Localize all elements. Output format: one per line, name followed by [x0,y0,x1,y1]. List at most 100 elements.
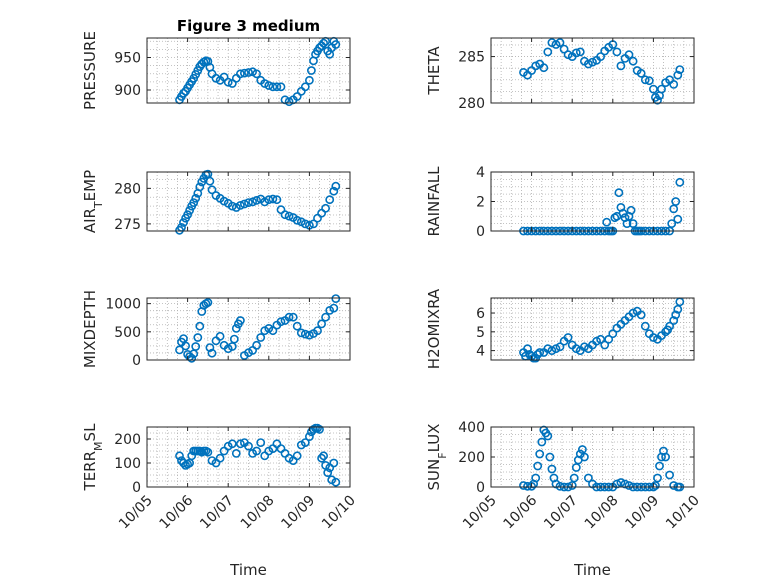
x-tick-label: 10/05 [116,493,156,533]
data-point [608,329,618,339]
data-point [252,446,261,456]
data-point [244,68,253,77]
data-point [296,328,306,338]
data-point [653,473,662,483]
data-point [559,44,569,54]
y-tick-label: 285 [458,50,485,66]
data-point [276,317,286,327]
data-point [207,348,217,358]
x-tick-label: 10/08 [238,493,278,533]
data-point [644,76,654,86]
x-tick-label: 10/09 [278,493,318,533]
data-point [596,52,605,61]
data-point [276,444,286,453]
data-point [671,310,681,320]
data-point [675,297,685,307]
data-point [555,38,565,47]
data-point [183,210,192,220]
data-point [235,200,245,210]
data-point [614,188,624,198]
data-point [219,72,229,82]
axes-box [490,297,695,361]
data-point [575,47,585,57]
data-point [231,448,241,458]
data-point [292,215,302,225]
axes-box [490,37,695,104]
y-tick-label: 280 [458,96,485,112]
y-tick-label: 200 [114,432,141,448]
data-point [231,323,241,333]
data-point [319,451,328,461]
data-point [211,336,221,346]
axes-box [146,297,351,361]
data-point [284,312,294,322]
data-point [317,453,326,463]
axes-box [146,37,351,104]
data-point [191,193,201,203]
data-point [306,66,316,75]
data-point [596,334,605,344]
data-point [309,219,318,229]
data-point [175,345,184,355]
data-point [669,316,679,325]
data-point [651,481,660,490]
y-tick-label: 0 [476,480,485,496]
data-point [195,321,205,331]
y-tick-label: 2 [476,195,485,211]
y-tick-label: 275 [114,217,141,233]
data-point [543,431,553,441]
data-point [640,75,650,85]
data-point [649,333,658,342]
data-point [272,82,282,92]
data-point [657,84,666,94]
data-point [321,312,330,322]
data-point [323,468,333,477]
y-axis-label: TERRMSL [81,423,105,492]
data-point [527,66,536,75]
data-point [600,340,610,350]
subplot-mixdepth: 0 500 1000 MIXDEPTH [81,290,351,369]
data-point [675,65,685,74]
y-tick-label: 900 [114,83,141,99]
x-tick-label: 10/07 [541,493,581,533]
data-point [519,481,528,490]
data-point [252,69,261,79]
data-point [219,446,229,456]
data-point [227,201,237,211]
data-point [252,340,261,350]
data-point [543,344,553,354]
data-point [665,321,674,331]
data-point [673,70,683,80]
y-tick-label: 0 [132,353,141,369]
data-point [256,438,266,447]
data-point [626,205,636,215]
y-tick-label: 4 [476,165,485,181]
data-point [284,97,294,107]
data-point [331,294,341,303]
data-point [264,81,274,90]
data-point [268,194,278,204]
data-point [179,218,188,227]
data-point [547,346,557,355]
subplot-rainfall: 0 2 4 RAINFALL [425,165,695,240]
data-point [292,451,302,461]
y-axis-label: RAINFALL [425,166,443,237]
y-axis-label: MIXDEPTH [81,290,99,368]
y-tick-label: 950 [114,51,141,67]
y-tick-label: 6 [476,306,485,322]
data-point [661,452,670,462]
data-point [315,424,324,434]
data-point [207,185,217,195]
data-point [195,182,205,192]
y-tick-label: 1000 [105,297,141,313]
data-point [331,40,341,49]
data-point [189,198,199,207]
data-point [616,61,626,71]
data-point [675,177,685,187]
y-axis-label: SUNFLUX [425,424,449,491]
data-point [602,217,612,227]
data-point [329,186,339,196]
data-point [248,197,257,207]
data-point [179,458,188,468]
y-tick-label: 280 [114,181,141,197]
